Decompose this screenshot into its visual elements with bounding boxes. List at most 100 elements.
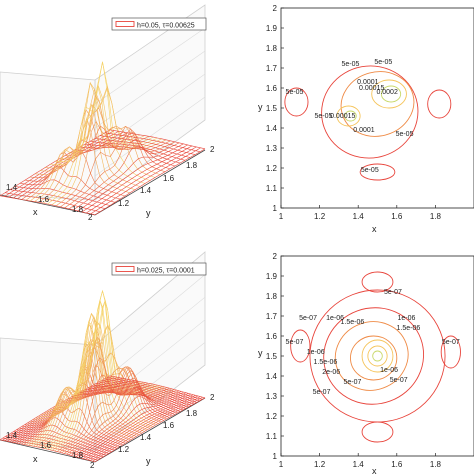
mesh-line [60, 312, 156, 426]
y-tick-labels: 1 1.1 1.2 1.3 1.4 1.5 1.6 1.7 1.8 1.9 2 [266, 252, 284, 461]
x-tick-label: 2 [88, 213, 93, 222]
x-tick-labels: 1.4 1.6 1.8 2 [6, 183, 93, 222]
contour-line [344, 110, 357, 122]
y-tick-label: 1 [273, 452, 278, 461]
legend-label: h=0.025, τ=0.0001 [137, 268, 195, 275]
contour-label: 5e-05 [315, 113, 333, 120]
y-tick-label: 2 [273, 4, 278, 13]
mesh-line [68, 387, 180, 456]
surface-plot-fine: h=0.025, τ=0.0001 1.41.61.82 1.21.41.61.… [0, 251, 215, 470]
contour-line [334, 321, 409, 391]
mesh-line [99, 135, 196, 155]
grid-line [94, 319, 206, 409]
contour-label: 5e-05 [396, 131, 414, 138]
mesh-line [86, 146, 197, 214]
contour-line [350, 335, 398, 381]
mesh-line [101, 380, 197, 403]
contour-label: 1e-06 [380, 367, 398, 374]
x-tick-label: 1.2 [314, 212, 326, 221]
mesh-line [98, 381, 195, 405]
y-axis-label: y [146, 208, 151, 218]
contour-label: 5e-05 [286, 89, 304, 96]
mesh-line [107, 377, 203, 400]
mesh-line [77, 144, 188, 212]
x-tick-label: 2 [90, 461, 95, 470]
mesh-line [75, 392, 187, 457]
contour-line [361, 271, 394, 293]
mesh-line [64, 131, 175, 209]
mesh-line [96, 383, 192, 406]
mesh-line [89, 141, 186, 161]
y-tick-label: 1.4 [266, 372, 278, 381]
contour-line [321, 65, 419, 159]
y-tick-label: 1.4 [140, 433, 152, 442]
contour-label: 0.0002 [376, 89, 398, 96]
mesh-line [79, 146, 176, 167]
mesh-line [90, 386, 186, 409]
y-tick-label: 1.9 [266, 272, 278, 281]
mesh-line [54, 347, 165, 452]
mesh-line [73, 391, 184, 457]
legend-label: h=0.05, τ=0.00625 [137, 23, 195, 30]
x-tick-label: 1 [279, 460, 284, 469]
contour-lines [290, 271, 461, 443]
x-axis-label: x [372, 224, 377, 234]
x-tick-label: 1.8 [72, 451, 84, 460]
mesh-line [94, 148, 206, 216]
y-tick-label: 1.6 [266, 332, 278, 341]
y-axis-label: y [258, 102, 263, 112]
contour-line [367, 345, 388, 367]
y-tick-label: 2 [210, 145, 215, 154]
contour-line [323, 307, 425, 405]
plot-frame [280, 7, 474, 209]
contour-label: 5e-05 [342, 61, 360, 68]
contour-label: 0.0001 [357, 79, 379, 86]
contour-lines [284, 65, 452, 181]
mesh-line [63, 319, 159, 424]
surface-mesh [0, 61, 206, 216]
x-tick-label: 1.6 [391, 460, 403, 469]
contour-label: 1e-06 [326, 315, 344, 322]
mesh-line [74, 138, 171, 170]
y-tick-label: 1.8 [266, 292, 278, 301]
x-tick-label: 1.4 [353, 212, 365, 221]
x-tick-label: 1.4 [6, 183, 18, 192]
y-tick-label: 1.2 [118, 199, 130, 208]
surface-plot-coarse: h=0.05, τ=0.00625 1.41.61.82 1.21.41.61.… [0, 4, 215, 222]
contour-line [340, 71, 415, 137]
x-tick-label: 1.6 [40, 441, 52, 450]
y-tick-labels: 1 1.1 1.2 1.3 1.4 1.5 1.6 1.7 1.8 1.9 2 [266, 4, 284, 213]
mesh-line [90, 396, 201, 461]
contour-line [361, 339, 394, 373]
contour-line [380, 85, 402, 103]
contour-line [372, 350, 383, 362]
y-tick-labels: 1.2 1.4 1.6 1.8 2 [118, 393, 215, 454]
y-tick-label: 2 [273, 252, 278, 261]
mesh-line [51, 86, 162, 206]
y-tick-label: 2 [210, 393, 215, 402]
legend: h=0.025, τ=0.0001 [111, 262, 207, 276]
surface-mesh [0, 289, 206, 463]
mesh-line [92, 396, 203, 462]
y-tick-label: 1.3 [266, 392, 278, 401]
mesh-line [78, 393, 189, 458]
contour-label: 5e-07 [390, 377, 408, 384]
x-tick-label: 1.8 [430, 460, 442, 469]
mesh-line [85, 389, 181, 412]
contour-label: 5e-05 [374, 59, 392, 66]
x-tick-labels: 1 1.2 1.4 1.6 1.8 [279, 453, 442, 469]
contour-line [440, 335, 461, 369]
y-tick-label: 1.5 [266, 104, 278, 113]
mesh-line [93, 384, 189, 408]
mesh-line [71, 391, 182, 456]
y-tick-label: 1 [273, 204, 278, 213]
x-tick-label: 1.2 [314, 460, 326, 469]
contour-line [336, 105, 361, 127]
x-axis-label: x [33, 207, 38, 217]
contour-label: 1.5e-06 [397, 325, 421, 332]
x-tick-label: 1.6 [38, 195, 50, 204]
y-tick-label: 1.5 [266, 352, 278, 361]
y-tick-label: 1.4 [266, 124, 278, 133]
x-tick-label: 1 [279, 212, 284, 221]
